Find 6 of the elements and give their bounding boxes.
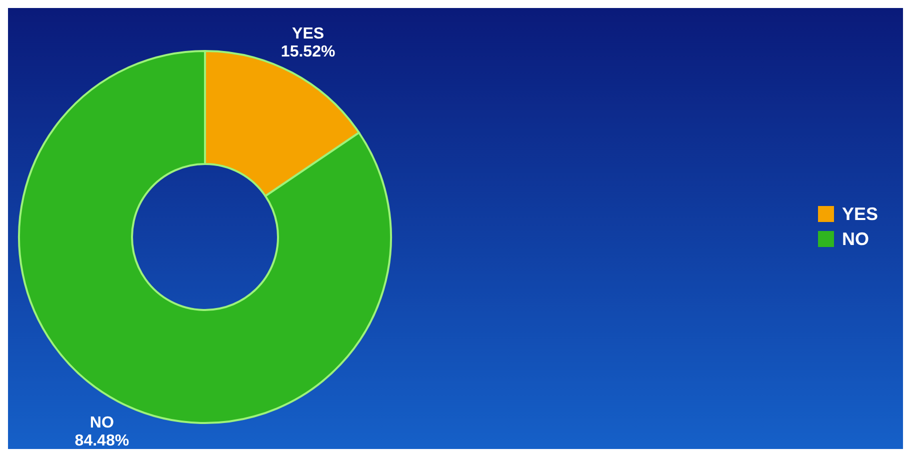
data-label: 15.52% <box>280 44 336 61</box>
slice-label: NO <box>90 414 114 432</box>
data-label: 84.48% <box>74 432 130 450</box>
slice-label: YES <box>292 26 324 43</box>
legend-label: YES <box>842 204 878 224</box>
category-label: NO <box>842 228 869 248</box>
